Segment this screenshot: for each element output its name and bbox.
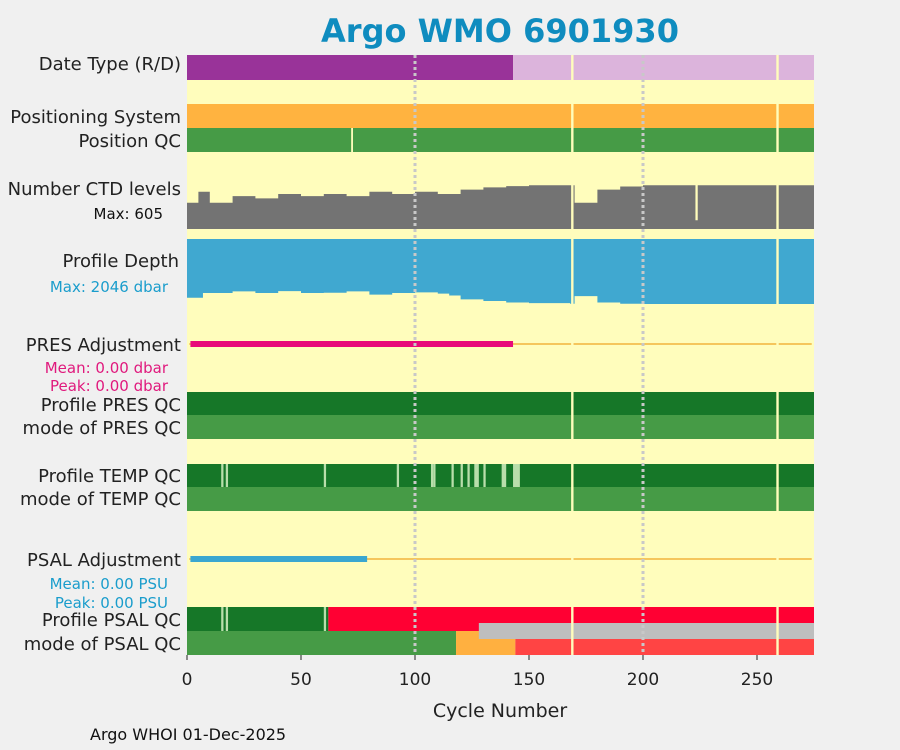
profile-pres-qc-bar [187,392,814,415]
label-profile-psal-qc: Profile PSAL QC [42,610,181,631]
profile-temp-qc-exception [221,464,224,487]
cycle-gap-line [571,55,574,655]
footer-credit: Argo WHOI 01-Dec-2025 [90,725,287,744]
profile-temp-qc-exception [430,464,434,487]
gridlines [413,55,779,655]
profile-temp-qc-exception [483,464,486,487]
position-qc-bar [187,128,814,152]
mode-psal-qc-grey-overlay [478,623,814,639]
profile-psal-qc-exception [221,607,224,631]
label-profile-depth: Profile Depth [62,251,179,272]
plot-background [187,55,814,655]
profile-temp-qc-bar [187,464,814,487]
profile-temp-qc-exception [501,464,507,487]
profile-psal-qc-exception [323,607,327,631]
profile-temp-qc-exception [513,464,520,487]
label-psal-adjustment: PSAL Adjustment [27,550,181,571]
x-tick-label: 200 [627,670,659,690]
pres-mean-label: Mean: 0.00 dbar [45,359,169,377]
mode-psal-qc-1 [187,631,457,655]
label-date-type: Date Type (R/D) [39,54,181,75]
label-ctd-levels: Number CTD levels [8,179,181,200]
profile-temp-qc-exception [467,464,470,487]
profile-depth-area [187,239,814,304]
x-tick-label: 150 [513,670,545,690]
label-positioning-system: Positioning System [10,107,181,128]
ctd-max-label: Max: 605 [94,205,163,223]
label-pres-adjustment: PRES Adjustment [26,335,181,356]
profile-temp-qc-exception [474,464,479,487]
label-mode-temp-qc: mode of TEMP QC [20,489,181,510]
chart-title: Argo WMO 6901930 [321,12,679,50]
mode-pres-qc-bar [187,415,814,439]
profile-temp-qc-exception [323,464,327,487]
profile-temp-qc-exception [433,464,436,487]
profile-temp-qc-exception [451,464,454,487]
profile-temp-qc-exception [460,464,463,487]
x-tick-label: 100 [399,670,431,690]
profile-psal-qc-exception [225,607,229,631]
position-qc-gap [351,128,353,152]
ctd-levels-area [187,185,814,229]
date-type-segment-R [513,55,814,80]
x-tick-label: 0 [182,670,193,690]
label-mode-pres-qc: mode of PRES QC [23,418,181,439]
profile-temp-qc-exception [225,464,229,487]
x-tick-label: 50 [290,670,312,690]
x-axis-label: Cycle Number [433,700,567,722]
data-bars [187,55,814,655]
psal-mean-label: Mean: 0.00 PSU [50,575,168,593]
date-type-segment-D [187,55,514,80]
psal-peak-label: Peak: 0.00 PSU [55,594,168,612]
profile-psal-qc-A [187,607,329,631]
label-mode-psal-qc: mode of PSAL QC [24,634,181,655]
label-position-qc: Position QC [78,131,181,152]
cycle-gap-line [776,55,779,655]
positioning-system-bar [187,104,814,128]
label-profile-pres-qc: Profile PRES QC [41,395,181,416]
x-axis: 0 50 100 150 200 250 [182,655,773,690]
depth-max-label: Max: 2046 dbar [50,278,169,296]
pres-peak-label: Peak: 0.00 dbar [50,377,169,395]
x-tick-label: 250 [741,670,773,690]
mode-temp-qc-bar [187,487,814,511]
label-profile-temp-qc: Profile TEMP QC [38,466,181,487]
profile-temp-qc-exception [396,464,400,487]
